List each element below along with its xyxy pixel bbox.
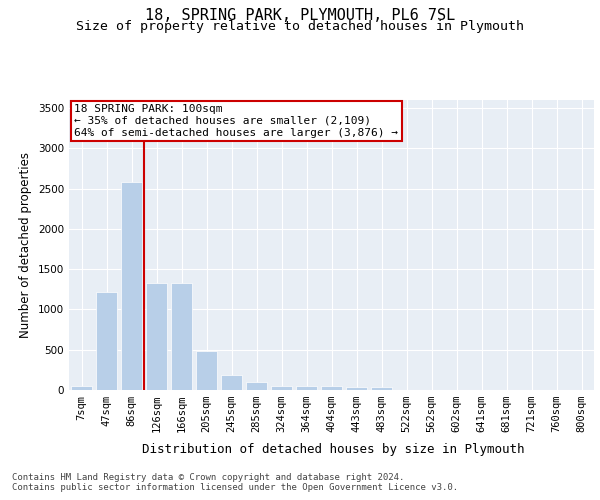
Bar [96, 292, 117, 390]
Y-axis label: Number of detached properties: Number of detached properties [19, 152, 32, 338]
Bar [246, 382, 267, 390]
Bar [146, 283, 167, 390]
Bar [271, 386, 292, 390]
Text: 18, SPRING PARK, PLYMOUTH, PL6 7SL: 18, SPRING PARK, PLYMOUTH, PL6 7SL [145, 8, 455, 22]
Text: Distribution of detached houses by size in Plymouth: Distribution of detached houses by size … [142, 442, 524, 456]
Bar [121, 182, 142, 390]
Bar [371, 387, 392, 390]
Text: Size of property relative to detached houses in Plymouth: Size of property relative to detached ho… [76, 20, 524, 33]
Text: 18 SPRING PARK: 100sqm
← 35% of detached houses are smaller (2,109)
64% of semi-: 18 SPRING PARK: 100sqm ← 35% of detached… [74, 104, 398, 138]
Bar [346, 387, 367, 390]
Text: Contains HM Land Registry data © Crown copyright and database right 2024.: Contains HM Land Registry data © Crown c… [12, 472, 404, 482]
Bar [171, 283, 192, 390]
Bar [196, 350, 217, 390]
Bar [221, 374, 242, 390]
Bar [296, 386, 317, 390]
Bar [321, 386, 342, 390]
Text: Contains public sector information licensed under the Open Government Licence v3: Contains public sector information licen… [12, 484, 458, 492]
Bar [71, 386, 92, 390]
